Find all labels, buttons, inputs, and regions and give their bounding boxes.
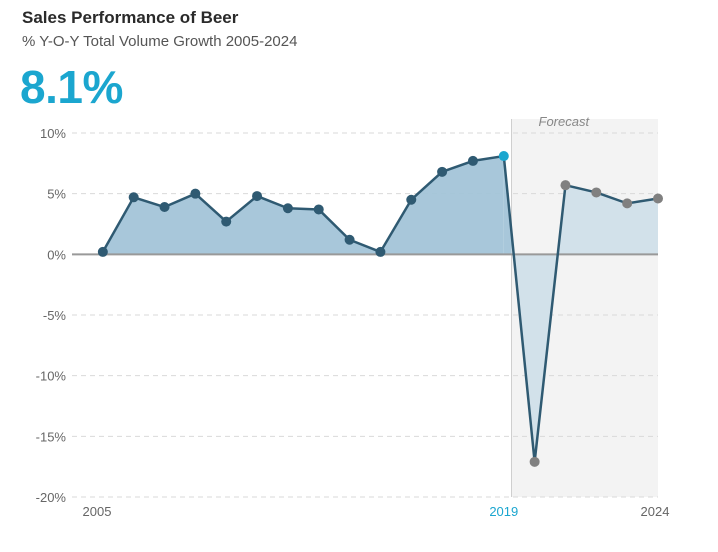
y-tick-label: 0% [47,247,66,262]
x-tick-label: 2019 [489,504,518,519]
data-point-actual [221,216,232,227]
y-tick-label: -15% [36,429,67,444]
data-point-forecast [591,187,602,198]
chart-subtitle: % Y-O-Y Total Volume Growth 2005-2024 [22,33,298,50]
data-point-actual [344,234,355,245]
area-actual [102,156,504,255]
y-tick-label: -10% [36,369,67,384]
data-point-actual [375,246,386,257]
data-point-forecast [653,193,663,204]
data-point-actual [467,155,478,166]
x-tick-label: 2005 [83,504,112,519]
data-point-actual [159,202,170,213]
x-tick-label: 2024 [641,504,670,519]
data-point-forecast [622,198,633,209]
gridlines [72,119,658,498]
y-axis-tick-labels: 10% 5% 0% -5% -10% -15% -20% [36,126,67,505]
data-point-actual [282,203,293,214]
y-tick-label: 10% [40,126,66,141]
y-tick-label: -20% [36,490,67,505]
headline-value: 8.1% [20,61,123,113]
y-tick-label: 5% [47,187,66,202]
data-points [97,151,663,467]
chart-title: Sales Performance of Beer [22,8,239,27]
data-point-actual [252,191,263,202]
data-point-actual [437,166,448,177]
y-tick-label: -5% [43,308,67,323]
data-point-forecast [560,180,571,191]
data-point-actual [97,246,108,257]
forecast-label: Forecast [539,114,591,129]
x-axis-tick-labels: 2005 2019 2024 [83,504,670,519]
series-line-actual [101,154,504,254]
series-lines [101,154,659,464]
data-point-actual [190,188,201,199]
data-point-actual [313,204,324,215]
series-line-forecast [502,155,659,464]
data-point-forecast [529,456,540,467]
data-point-actual [406,194,417,205]
highlight-point [498,151,509,162]
data-point-actual [128,192,139,203]
